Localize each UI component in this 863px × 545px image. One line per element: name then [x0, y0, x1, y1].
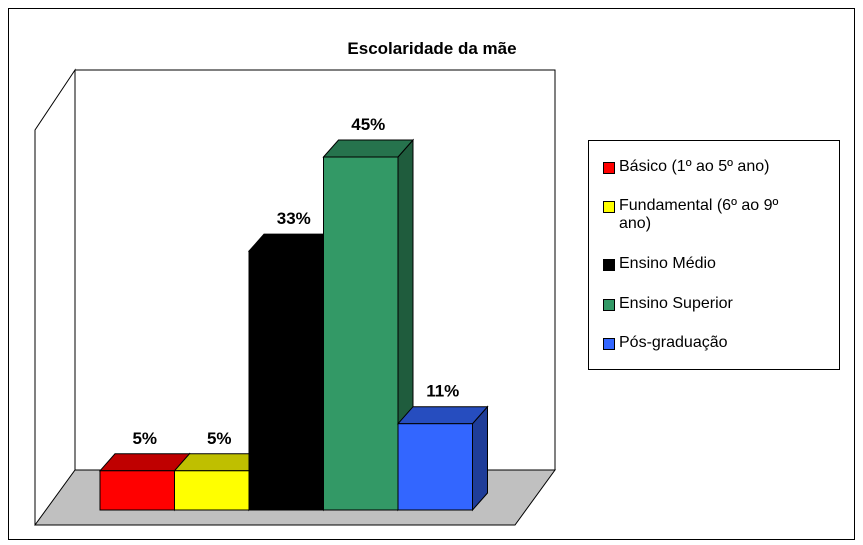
- bar: [323, 156, 399, 511]
- bar-top: [98, 453, 191, 472]
- legend-item: Básico (1º ao 5º ano): [603, 158, 839, 176]
- legend: Básico (1º ao 5º ano) Fundamental (6º ao …: [588, 140, 840, 370]
- legend-label: Básico (1º ao 5º ano): [619, 157, 770, 175]
- legend-swatch: [603, 338, 615, 351]
- bar: [99, 470, 175, 511]
- data-label: 45%: [351, 115, 385, 134]
- legend-item: Pós-graduação: [603, 334, 839, 352]
- left-wall: [34, 68, 76, 525]
- chart-title: Escolaridade da mãe: [347, 39, 516, 58]
- bar: [174, 470, 250, 511]
- legend-swatch: [603, 298, 615, 311]
- bar-top: [322, 139, 415, 158]
- legend-swatch: [603, 258, 615, 271]
- legend-item: Ensino Superior: [603, 295, 839, 313]
- legend-item: Fundamental (6º ao 9º ano): [603, 197, 839, 233]
- legend-item: Ensino Médio: [603, 255, 839, 273]
- data-label: 5%: [132, 429, 157, 448]
- bar: [397, 423, 473, 511]
- legend-label: Pós-graduação: [619, 334, 728, 352]
- data-label: 5%: [207, 429, 232, 448]
- legend-label: Fundamental (6º ao 9º ano): [619, 197, 779, 233]
- legend-label: Ensino Médio: [619, 254, 716, 272]
- legend-swatch: [603, 201, 615, 214]
- back-wall: [75, 69, 556, 470]
- bar-side: [472, 405, 488, 512]
- bars: 5% 5% 33% 45% 11%: [98, 115, 489, 512]
- data-label: 33%: [277, 209, 311, 228]
- legend-label: Ensino Superior: [619, 294, 733, 312]
- legend-swatch: [603, 161, 615, 174]
- bar-top: [396, 406, 489, 425]
- data-label: 11%: [426, 382, 459, 401]
- bar: [248, 250, 324, 511]
